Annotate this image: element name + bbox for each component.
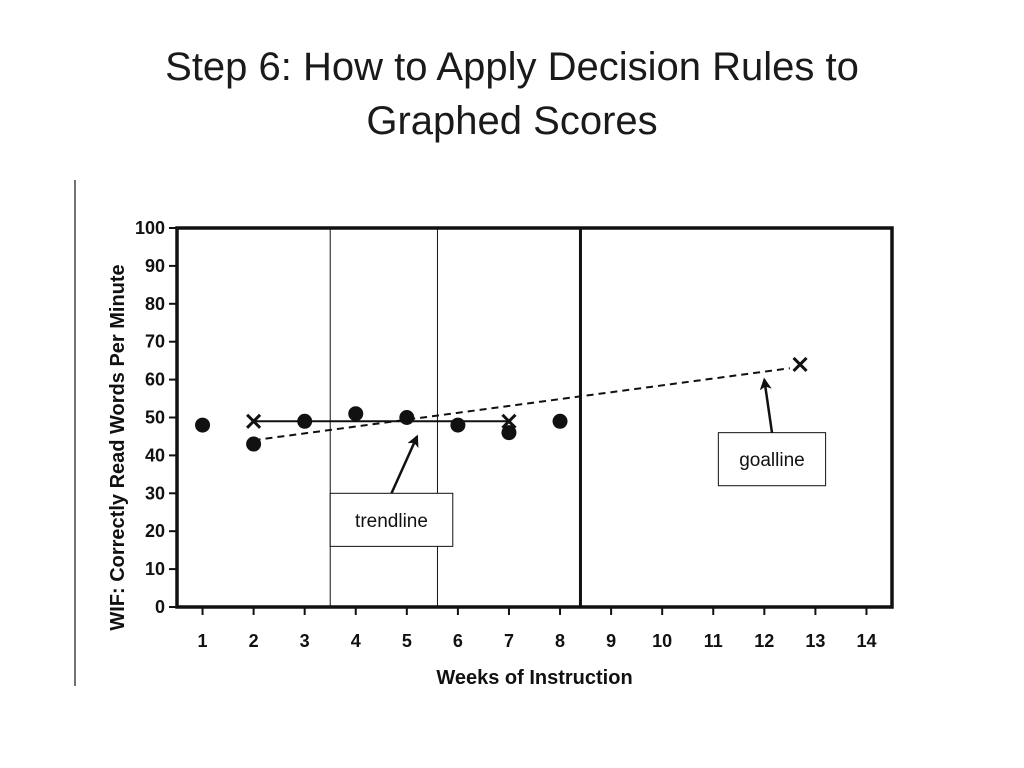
annotation-box [717,432,827,487]
x-tick-label: 10 [652,631,672,651]
x-tick-label: 8 [555,631,565,651]
x-axis-title: Weeks of Instruction [436,667,632,689]
y-tick-label: 40 [145,445,165,465]
y-tick-label: 60 [145,370,165,390]
data-point [246,436,262,452]
slide-title-line-2: Graphed Scores [366,99,658,143]
y-tick-label: 50 [145,408,165,428]
y-tick-label: 10 [145,559,165,579]
y-tick-label: 20 [145,521,165,541]
slide-title-line-1: Step 6: How to Apply Decision Rules to [165,45,859,89]
y-tick-label: 30 [145,483,165,503]
x-marker [792,356,808,373]
annotation-label: goalline [739,450,805,471]
x-tick-label: 11 [704,631,723,651]
x-tick-label: 9 [606,631,616,651]
annotation-goalline: goalline [717,377,827,487]
data-point [450,417,466,433]
data-point [348,406,364,422]
x-tick-label: 7 [504,631,514,651]
x-tick-label: 2 [249,631,259,651]
x-tick-label: 3 [300,631,310,651]
slide-title: Step 6: How to Apply Decision Rules to G… [0,40,1024,148]
y-tick-label: 90 [145,256,165,276]
data-point [552,413,568,429]
goalline [253,367,790,442]
x-marker [501,413,517,429]
y-tick-label: 0 [155,597,165,617]
annotation-label: trendline [355,511,428,532]
data-point [399,410,415,425]
x-tick-label: 6 [453,631,463,651]
x-tick-label: 1 [198,631,208,651]
x-tick-label: 5 [402,631,412,651]
annotation-arrow [759,377,774,433]
data-point [195,417,211,433]
x-tick-label: 4 [351,631,361,651]
annotation-box [329,492,454,547]
annotation-trendline: trendline [329,434,454,547]
x-marker [246,413,262,429]
x-tick-label: 14 [856,631,876,651]
x-marker-stroke [501,413,517,429]
x-tick-label: 12 [754,631,774,651]
y-tick-label: 80 [145,294,165,314]
plot-frame [175,226,894,609]
x-marker-stroke [246,413,262,429]
y-tick-label: 100 [135,218,165,238]
data-point [501,425,517,441]
x-marker-stroke [792,356,808,373]
x-tick-label: 13 [805,631,825,651]
data-point [297,413,313,429]
y-axis-title: WIF: Correctly Read Words Per Minute [107,264,129,630]
y-tick-label: 70 [145,332,165,352]
annotation-arrow [390,434,419,494]
